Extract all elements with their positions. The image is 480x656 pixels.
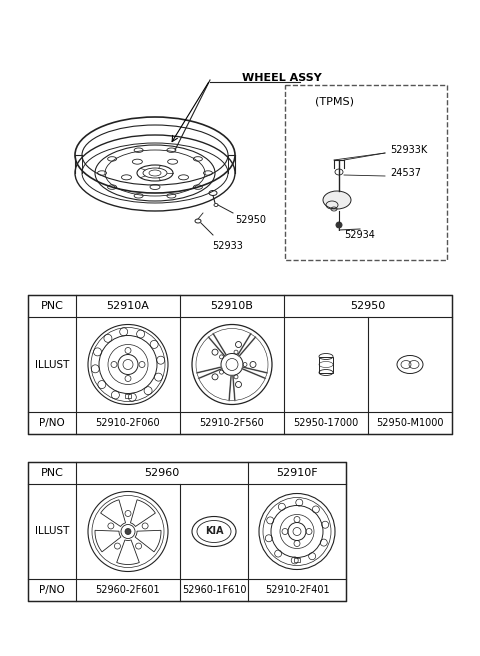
Polygon shape (131, 500, 156, 527)
Text: (TPMS): (TPMS) (315, 97, 354, 107)
Text: 52934: 52934 (345, 230, 375, 240)
Polygon shape (95, 530, 121, 552)
Text: 52910-2F060: 52910-2F060 (96, 418, 160, 428)
Text: 52910A: 52910A (107, 301, 149, 311)
Text: 52960: 52960 (144, 468, 180, 478)
Text: 24537: 24537 (390, 168, 421, 178)
Text: P/NO: P/NO (39, 418, 65, 428)
Polygon shape (135, 530, 161, 552)
Text: 52960-2F601: 52960-2F601 (96, 585, 160, 595)
Ellipse shape (323, 191, 351, 209)
Polygon shape (117, 540, 139, 564)
Text: P/NO: P/NO (39, 585, 65, 595)
Text: WHEEL ASSY: WHEEL ASSY (242, 73, 322, 83)
Ellipse shape (125, 529, 131, 535)
Bar (88, 325, 168, 405)
Text: ILLUST: ILLUST (35, 359, 69, 369)
Bar (294, 558, 300, 562)
Text: 52960-1F610: 52960-1F610 (182, 585, 246, 595)
Text: KIA: KIA (205, 527, 223, 537)
Bar (285, 85, 447, 260)
Text: 52950: 52950 (350, 301, 385, 311)
Text: 52950: 52950 (235, 215, 266, 225)
Text: 52933K: 52933K (390, 145, 427, 155)
Text: PNC: PNC (41, 301, 63, 311)
Text: PNC: PNC (41, 468, 63, 478)
Text: ILLUST: ILLUST (35, 527, 69, 537)
Bar (28, 462, 346, 601)
Text: 52910-2F560: 52910-2F560 (200, 418, 264, 428)
Text: 52910-2F401: 52910-2F401 (264, 585, 329, 595)
Bar (28, 295, 452, 434)
Bar (319, 356, 333, 373)
Text: 52910F: 52910F (276, 468, 318, 478)
Text: 52933: 52933 (212, 241, 243, 251)
Text: 52950-17000: 52950-17000 (293, 418, 359, 428)
Ellipse shape (336, 222, 342, 228)
Text: 52950-M1000: 52950-M1000 (376, 418, 444, 428)
Text: 52910B: 52910B (211, 301, 253, 311)
Bar (192, 325, 272, 405)
Polygon shape (101, 500, 126, 527)
Bar (125, 394, 131, 398)
